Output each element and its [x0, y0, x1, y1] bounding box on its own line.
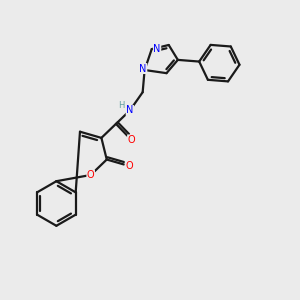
Text: O: O	[128, 135, 135, 145]
Text: N: N	[140, 64, 147, 74]
Text: O: O	[125, 161, 133, 171]
Text: O: O	[87, 170, 94, 180]
Text: N: N	[153, 44, 161, 54]
Text: N: N	[126, 106, 134, 116]
Text: H: H	[118, 100, 125, 109]
